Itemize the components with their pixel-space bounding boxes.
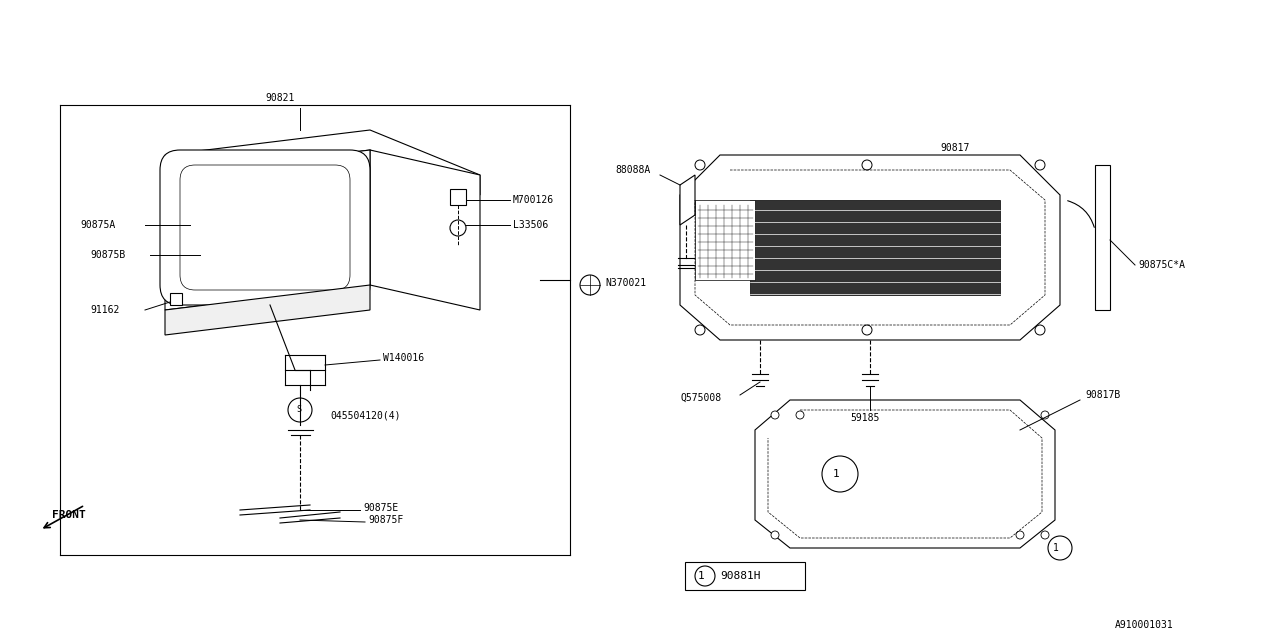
Text: W140016: W140016 [383,353,424,363]
Circle shape [796,411,804,419]
Circle shape [1016,531,1024,539]
Circle shape [1041,411,1050,419]
FancyBboxPatch shape [160,150,370,305]
Text: FRONT: FRONT [52,510,86,520]
Text: Q575008: Q575008 [680,393,721,403]
Circle shape [1036,325,1044,335]
Text: 90875F: 90875F [369,515,403,525]
Circle shape [695,160,705,170]
FancyBboxPatch shape [180,165,349,290]
Bar [695,200,755,280]
Text: 1: 1 [698,571,704,581]
Polygon shape [680,175,695,225]
Circle shape [1048,536,1073,560]
Text: 90881H: 90881H [721,571,760,581]
Bar [750,200,1000,295]
Polygon shape [165,130,480,195]
Circle shape [861,325,872,335]
Text: 90875E: 90875E [364,503,398,513]
Text: 90875B: 90875B [90,250,125,260]
Circle shape [822,456,858,492]
Text: N370021: N370021 [605,278,646,288]
Text: A910001031: A910001031 [1115,620,1174,630]
Text: 90817: 90817 [940,143,969,153]
Text: 90875C*A: 90875C*A [1138,260,1185,270]
Text: 1: 1 [832,469,840,479]
Text: 90817B: 90817B [1085,390,1120,400]
Circle shape [695,325,705,335]
Circle shape [771,411,780,419]
Circle shape [861,160,872,170]
Polygon shape [370,150,480,310]
Text: 91162: 91162 [90,305,119,315]
Bar [170,293,182,305]
Text: 90821: 90821 [265,93,294,103]
Bar [685,562,805,590]
Circle shape [1041,531,1050,539]
Polygon shape [165,150,370,310]
Text: S: S [296,406,301,415]
Text: 88088A: 88088A [614,165,650,175]
Polygon shape [755,400,1055,548]
Circle shape [771,531,780,539]
Text: 90875A: 90875A [81,220,115,230]
Polygon shape [1094,165,1110,310]
Text: 59185: 59185 [850,413,879,423]
Polygon shape [680,155,1060,340]
Text: L33506: L33506 [513,220,548,230]
Circle shape [1036,160,1044,170]
Polygon shape [165,285,370,335]
Text: M700126: M700126 [513,195,554,205]
Text: 045504120(4): 045504120(4) [330,410,401,420]
Text: 1: 1 [1053,543,1059,553]
Bar [451,189,466,205]
Circle shape [695,566,716,586]
